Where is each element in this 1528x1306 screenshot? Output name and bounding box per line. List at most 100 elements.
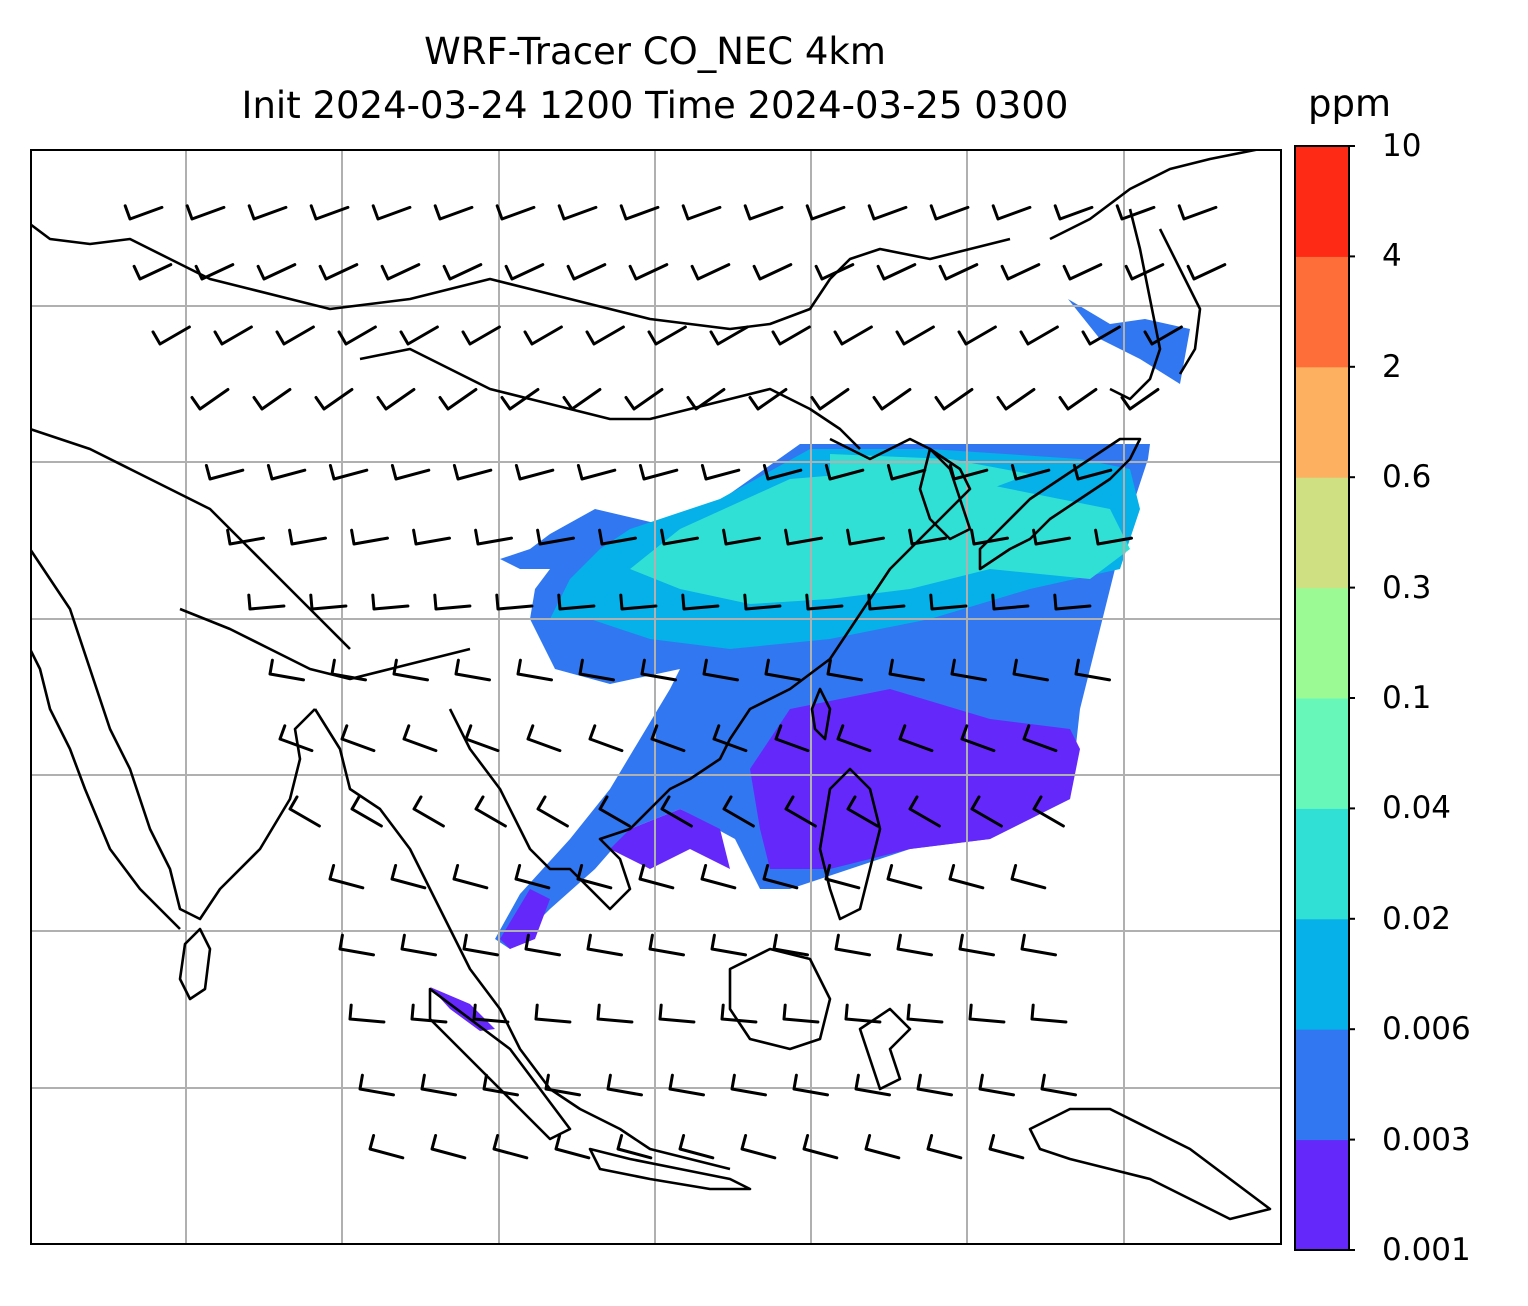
wind-barb xyxy=(628,263,669,281)
wind-barb xyxy=(805,593,844,611)
wind-barb xyxy=(991,593,1030,611)
wind-barb xyxy=(700,864,737,890)
colorbar-band xyxy=(1295,146,1349,257)
colorbar-band xyxy=(1295,1139,1349,1251)
wind-barb xyxy=(534,1003,572,1024)
wind-barb xyxy=(536,795,569,828)
wind-barb xyxy=(185,204,226,221)
wind-barb xyxy=(640,658,677,682)
wind-barb xyxy=(433,204,474,221)
wind-barb xyxy=(402,724,438,753)
wind-barb xyxy=(462,933,499,957)
wind-barb xyxy=(929,204,970,221)
wind-barb xyxy=(278,724,314,753)
plume-core-band xyxy=(630,469,1130,604)
wind-barb xyxy=(888,658,925,682)
wind-barb xyxy=(586,933,623,957)
plume-straits-patch xyxy=(430,987,495,1031)
wind-barb xyxy=(500,388,540,411)
colorbar-tick-label: 0.3 xyxy=(1382,569,1432,606)
wind-barb xyxy=(934,388,974,411)
wind-barb xyxy=(275,325,315,346)
wind-barb xyxy=(1012,658,1049,682)
wind-barb xyxy=(309,593,348,611)
wind-barb xyxy=(681,204,722,221)
wind-barb xyxy=(1010,464,1051,481)
wind-barb xyxy=(371,593,410,611)
colorbar-tick-label: 0.001 xyxy=(1382,1232,1471,1268)
wind-barb xyxy=(371,204,412,221)
wind-barb xyxy=(802,1134,839,1160)
wind-barb xyxy=(833,325,873,346)
wind-barb xyxy=(482,1073,519,1097)
wind-barb xyxy=(792,1073,829,1097)
wind-barb xyxy=(1032,528,1071,546)
wind-barb xyxy=(328,464,369,481)
coast-borneo xyxy=(728,947,832,1051)
wind-barb xyxy=(658,1003,696,1024)
colorbar-tick-label: 0.006 xyxy=(1382,1011,1471,1048)
wind-barb xyxy=(288,795,321,828)
wind-barb xyxy=(226,528,265,546)
wind-barb xyxy=(338,933,375,957)
wind-barb xyxy=(350,528,389,546)
wind-barb xyxy=(247,204,288,221)
wind-barb xyxy=(340,724,376,753)
wind-barb xyxy=(348,1003,386,1024)
coast-java xyxy=(588,1147,752,1191)
wind-barb xyxy=(1143,325,1183,346)
wind-barb xyxy=(1074,658,1111,682)
wind-barb xyxy=(950,658,987,682)
wind-barb xyxy=(412,528,451,546)
colorbar-band xyxy=(1295,477,1349,589)
wind-barb xyxy=(452,464,493,481)
coast-eastern-siberia xyxy=(1049,149,1261,241)
wind-barb xyxy=(722,528,761,546)
wind-barb xyxy=(702,658,739,682)
wind-barb xyxy=(978,1073,1015,1097)
colorbar-tick-label: 0.02 xyxy=(1382,900,1452,937)
wind-barb xyxy=(330,658,367,682)
wind-barb xyxy=(784,528,823,546)
wind-barb xyxy=(524,933,561,957)
wind-barb xyxy=(562,388,602,411)
wind-barb xyxy=(420,1073,457,1097)
wind-barb xyxy=(970,528,1009,546)
wind-barb xyxy=(846,528,885,546)
wind-barb xyxy=(648,933,685,957)
colorbar-tick-label: 4 xyxy=(1382,238,1402,275)
plume-southern-tail xyxy=(500,889,550,949)
plume-low-layer-southwest xyxy=(610,809,730,869)
wind-barb xyxy=(132,263,173,281)
wind-barb xyxy=(948,864,985,890)
wind-barb xyxy=(916,1073,953,1097)
wind-barb xyxy=(288,528,327,546)
wind-barb xyxy=(1081,325,1121,346)
wind-barb xyxy=(722,795,755,828)
wind-barb xyxy=(1022,724,1058,753)
coast-sulawesi xyxy=(858,1007,912,1091)
wind-barb xyxy=(752,263,793,281)
wind-barb xyxy=(748,388,788,411)
wind-barb xyxy=(772,933,809,957)
wind-barb xyxy=(638,464,679,481)
colorbar-tick-label: 0.04 xyxy=(1382,790,1452,827)
wind-barb xyxy=(1053,593,1092,611)
wind-barb xyxy=(204,464,245,481)
wind-barb xyxy=(256,263,297,281)
wind-barb xyxy=(1020,933,1057,957)
wind-barb xyxy=(400,933,437,957)
wind-barb xyxy=(1040,1073,1077,1097)
wind-barb xyxy=(213,325,253,346)
wind-barb xyxy=(504,263,545,281)
wind-barb xyxy=(624,388,664,411)
wind-barb xyxy=(720,1003,758,1024)
wind-barb xyxy=(514,864,551,890)
wind-barb xyxy=(474,795,507,828)
wind-barb xyxy=(876,263,917,281)
wind-barb xyxy=(926,1134,963,1160)
wind-barb xyxy=(886,864,923,890)
colorbar-band xyxy=(1295,918,1349,1030)
wind-barb xyxy=(660,528,699,546)
wind-barb xyxy=(606,1073,643,1097)
